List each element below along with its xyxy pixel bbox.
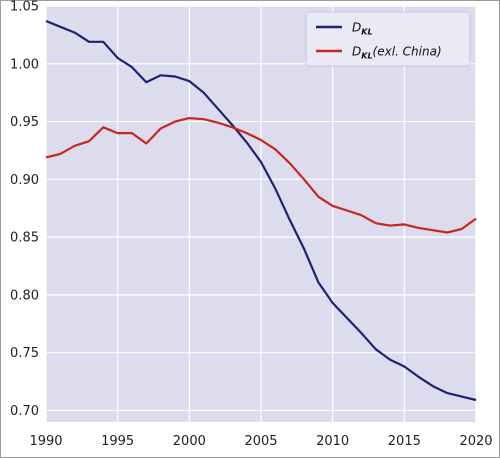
x-tick-label: 1995 xyxy=(101,434,134,449)
x-tick-label: 2005 xyxy=(244,434,277,449)
series-layer xyxy=(45,19,477,402)
y-tick-label: 0.95 xyxy=(10,115,39,130)
grid-lines xyxy=(45,5,477,422)
legend-label-sub: KL xyxy=(361,28,372,37)
legend-label: DKL(exl. China) xyxy=(352,45,442,61)
x-tick-label: 2000 xyxy=(173,434,206,449)
legend-label-main: D xyxy=(352,21,361,35)
y-tick-label: 0.75 xyxy=(10,346,39,361)
legend-label-sub: KL xyxy=(361,52,372,61)
y-tick-label: 1.05 xyxy=(10,0,39,15)
legend-label-main: D xyxy=(352,45,361,59)
y-tick-label: 0.85 xyxy=(10,231,39,246)
x-tick-label: 2020 xyxy=(459,434,492,449)
x-tick-label: 1990 xyxy=(29,434,62,449)
legend-label: DKL xyxy=(352,21,373,37)
series-line-1 xyxy=(45,117,477,234)
legend-label-suffix: (exl. China) xyxy=(373,45,442,59)
x-tick-label: 2010 xyxy=(316,434,349,449)
y-tick-label: 0.80 xyxy=(10,288,39,303)
y-axis-ticks: 0.70 0.75 0.80 0.85 0.90 0.95 1.00 1.05 xyxy=(10,0,39,419)
y-tick-label: 0.90 xyxy=(10,173,39,188)
series-line-0 xyxy=(45,19,477,402)
x-tick-label: 2015 xyxy=(388,434,421,449)
legend-box xyxy=(305,11,471,67)
x-axis-ticks: 1990 1995 2000 2005 2010 2015 2020 xyxy=(29,434,492,449)
y-tick-label: 1.00 xyxy=(10,57,39,72)
y-tick-label: 0.70 xyxy=(10,404,39,419)
